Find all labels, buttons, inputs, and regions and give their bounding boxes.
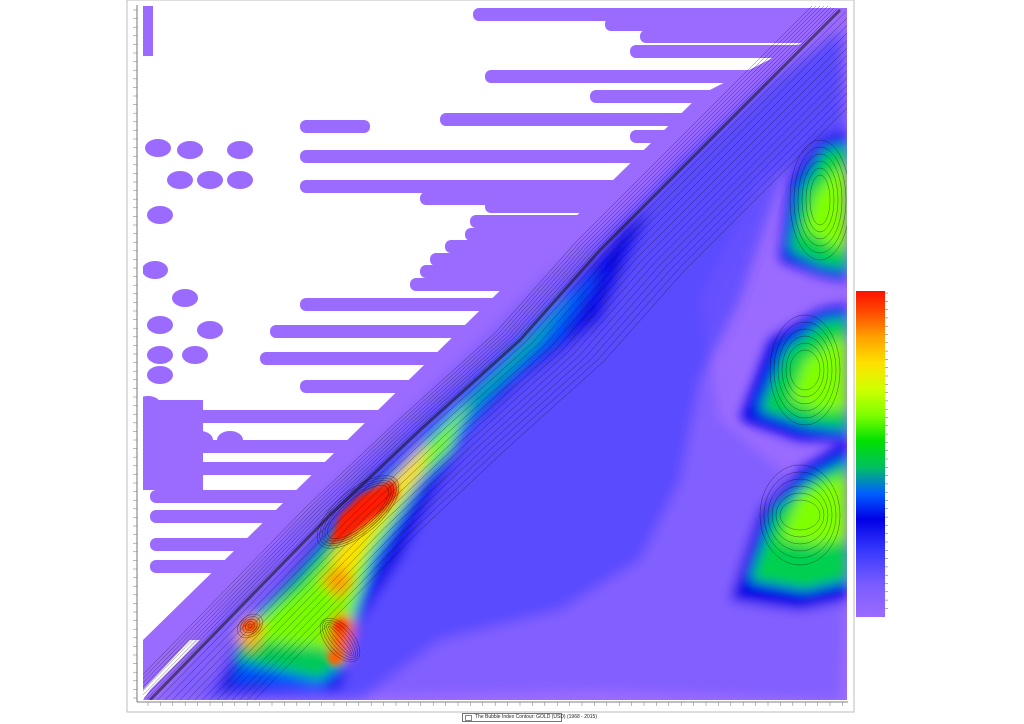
contour-line	[216, 70, 847, 700]
contour-line	[143, 7, 835, 699]
contour-line	[143, 6, 821, 684]
contour-ring	[322, 620, 358, 660]
contour-line	[143, 6, 832, 696]
band	[485, 70, 780, 83]
contour-ring	[771, 485, 829, 545]
band-blob	[227, 171, 253, 189]
contour-line	[209, 62, 847, 700]
band	[473, 8, 847, 21]
outer-frame	[126, 0, 855, 713]
contour-ring	[777, 328, 833, 412]
band-blob	[147, 206, 173, 224]
contour-ring	[805, 167, 835, 233]
contour-line	[172, 25, 847, 700]
contour-ring	[239, 616, 261, 636]
y-axis-ticks	[133, 9, 137, 699]
band	[630, 45, 847, 58]
contour-line	[179, 32, 847, 700]
band	[150, 560, 270, 573]
contour-ring	[769, 314, 841, 426]
contour-ring	[789, 139, 847, 261]
band-blob	[177, 141, 203, 159]
band-blob	[172, 289, 198, 307]
contour-line	[143, 6, 817, 679]
band-blob	[227, 141, 253, 159]
contour-ring	[237, 613, 263, 639]
band-blob	[143, 261, 168, 279]
contour-ring	[316, 475, 400, 549]
contour-ring	[326, 624, 354, 656]
contour-ring	[793, 146, 847, 254]
contour-line	[143, 6, 825, 688]
band	[440, 113, 740, 126]
contour-line	[231, 85, 847, 700]
contour-line	[143, 6, 813, 675]
contour-ring	[245, 621, 255, 631]
contour-line	[254, 107, 847, 700]
legend-label: The Bubble Index Contour: GOLD (USD) (19…	[475, 714, 598, 720]
contour-ring	[781, 335, 829, 405]
contour-line	[194, 47, 847, 700]
band-blob	[147, 346, 173, 364]
contour-ring	[319, 477, 397, 547]
contour-line	[157, 11, 847, 700]
contour-ring	[773, 321, 837, 419]
contour-ring	[779, 499, 821, 531]
color-scale	[856, 291, 888, 617]
band	[150, 538, 300, 551]
contour-ring	[789, 349, 821, 391]
left-block	[143, 400, 203, 490]
contour-ring	[785, 342, 825, 398]
contour-ring	[763, 471, 837, 559]
contour-ring	[322, 480, 394, 544]
contour-line	[186, 40, 847, 700]
contour-ring	[767, 478, 833, 552]
contour-ring	[247, 623, 253, 629]
band	[605, 18, 847, 31]
band-blob	[145, 139, 171, 157]
left-strip	[143, 6, 153, 56]
band-blob	[182, 346, 208, 364]
contour-ring	[324, 622, 356, 658]
band	[300, 150, 720, 163]
contour-ring	[797, 153, 843, 247]
contour-line	[164, 17, 847, 700]
band	[640, 30, 847, 43]
diagonal-ridge	[148, 8, 842, 700]
contour-lines	[143, 6, 847, 700]
contour-ring	[809, 174, 831, 226]
contour-ring	[319, 617, 361, 663]
contour-line	[224, 77, 847, 700]
contour-ring	[324, 482, 392, 542]
contour-line	[239, 92, 847, 700]
x-axis-ticks	[147, 702, 843, 706]
contour-line	[146, 8, 838, 700]
band-blob	[217, 431, 243, 449]
contour-line	[143, 6, 829, 692]
legend: The Bubble Index Contour: GOLD (USD) (19…	[462, 713, 597, 722]
band-blob	[167, 171, 193, 189]
contour-ring	[327, 485, 389, 539]
legend-swatch	[465, 714, 472, 721]
band-blob	[147, 366, 173, 384]
band-blob	[147, 316, 173, 334]
band-blob	[197, 321, 223, 339]
contour-line	[201, 55, 847, 700]
band	[300, 180, 720, 193]
contour-ring	[759, 464, 841, 566]
band	[300, 120, 370, 133]
contour-line	[246, 100, 847, 700]
band-blob	[197, 171, 223, 189]
contour-ring	[242, 618, 258, 634]
contour-ring	[775, 492, 825, 538]
contour-ring	[328, 625, 352, 655]
contour-ring	[801, 160, 839, 240]
